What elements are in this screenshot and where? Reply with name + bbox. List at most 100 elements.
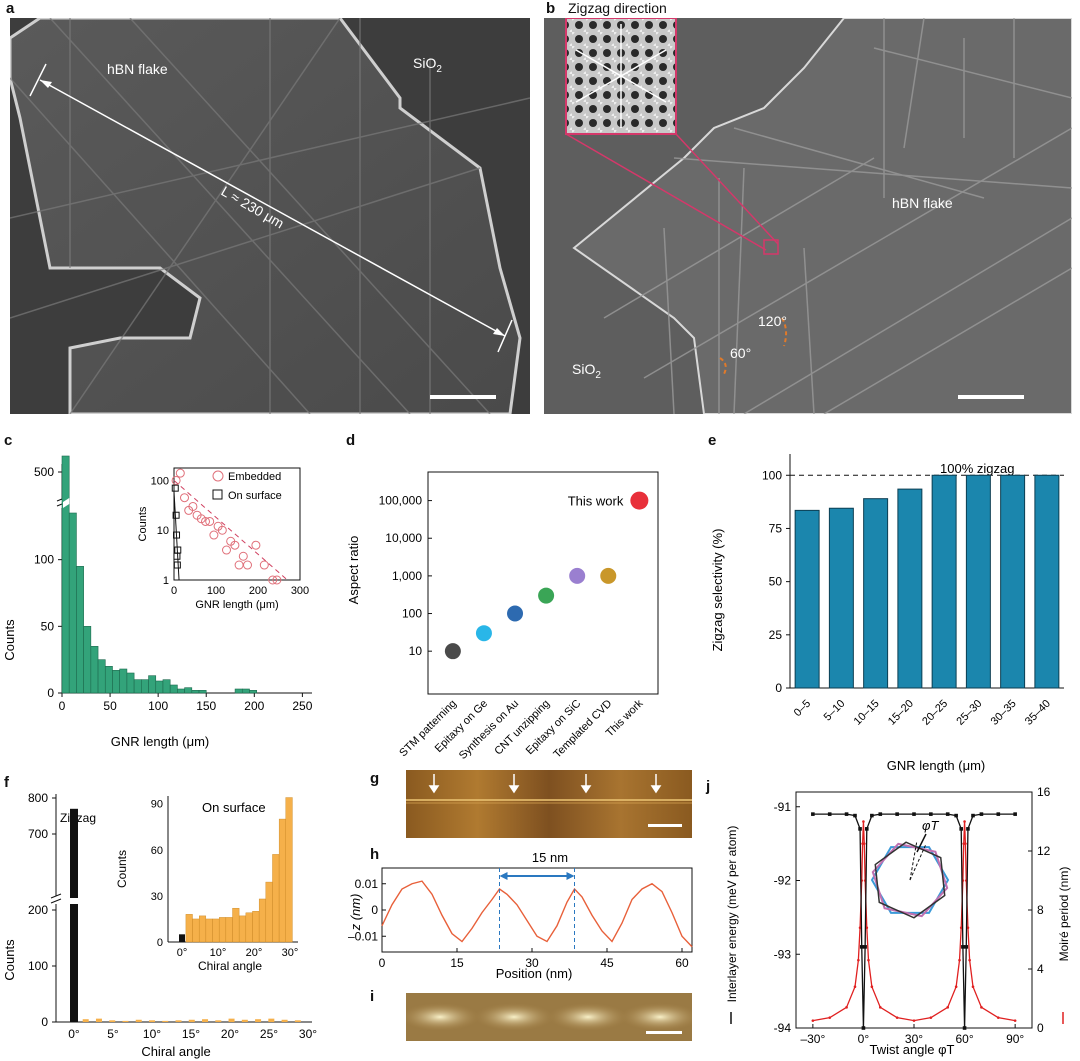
f-inset-bar — [205, 918, 213, 943]
c-bar — [148, 675, 157, 694]
c-bar — [68, 512, 77, 694]
f-bar — [82, 1019, 89, 1022]
c-bar — [61, 455, 70, 694]
j-moire-point — [895, 1016, 899, 1019]
j-energy-point — [979, 812, 984, 816]
d-point — [507, 605, 524, 622]
f-bar-break — [68, 898, 80, 904]
c-legend-surface-marker — [212, 489, 223, 500]
c-inset-surface-point — [171, 484, 179, 492]
j-moire-point — [912, 1019, 916, 1022]
f-inset-bar — [272, 854, 280, 943]
c-bar — [141, 679, 149, 694]
panel-b-sio2-label: SiO — [572, 361, 595, 377]
panel-a-hbn-label: hBN flake — [107, 61, 168, 77]
e-ytick-label: 100 — [762, 468, 782, 482]
e-bar — [794, 509, 820, 689]
f-inset-title: On surface — [202, 800, 266, 815]
d-ytick-label: 1,000 — [392, 569, 422, 583]
c-bar — [249, 690, 258, 694]
f-inset-bar — [265, 881, 273, 943]
chart-h-period-label: 15 nm — [532, 850, 568, 865]
c-bar — [184, 687, 193, 694]
f-bar — [188, 1019, 195, 1022]
panel-e-letter: e — [708, 432, 717, 449]
j-moire-point — [963, 820, 966, 823]
c-ytick-label: 0 — [47, 686, 54, 700]
c-bar — [119, 668, 128, 694]
f-ytick-label: 0 — [41, 1015, 48, 1029]
d-ytick-label: 10,000 — [385, 531, 422, 545]
f-inset-bar — [238, 915, 246, 943]
c-inset-ytick-label: 100 — [151, 475, 169, 487]
j-xtick-label: –30° — [800, 1032, 825, 1046]
panel-a-sio2-label: SiO — [413, 55, 436, 71]
j-energy-point — [844, 812, 849, 816]
f-xtick-label: 10° — [143, 1027, 161, 1041]
f-bar — [109, 1020, 116, 1022]
d-point — [630, 491, 649, 510]
panel-g-afm-image — [406, 770, 692, 838]
d-point — [444, 643, 461, 660]
h-ytick-label: –0.01 — [348, 929, 378, 943]
c-inset-xtick-label: 300 — [291, 585, 309, 597]
j-energy-point — [863, 945, 867, 949]
h-xtick-label: 45 — [600, 956, 614, 970]
f-bar — [175, 1020, 182, 1022]
j-energy-point — [962, 1026, 967, 1030]
j-energy-point — [859, 945, 864, 949]
panel-b-hbn-label: hBN flake — [892, 195, 953, 211]
f-inset-bar — [199, 915, 207, 943]
c-inset-embedded-point — [251, 540, 261, 550]
j-moire-point — [870, 985, 874, 988]
f-bar — [162, 1020, 169, 1022]
f-axis-break — [50, 898, 62, 904]
j-energy-point — [964, 945, 969, 949]
f-inset-bar — [185, 914, 193, 943]
d-this-work-label: This work — [568, 494, 624, 509]
chart-e-ref-label: 100% zigzag — [940, 461, 1014, 476]
chart-f-xlabel: Chiral angle — [141, 1044, 210, 1059]
f-bar — [281, 1019, 288, 1022]
c-bar — [97, 659, 106, 694]
d-point — [538, 587, 555, 604]
j-energy-point — [912, 812, 916, 816]
f-ytick-label: 100 — [28, 959, 48, 973]
f-inset-bar — [285, 797, 293, 943]
chart-f-zigzag-label: Zigzag — [60, 811, 96, 825]
d-ytick-label: 100 — [402, 607, 422, 621]
c-inset-surface-point — [173, 561, 181, 569]
j-moire-point — [966, 926, 970, 929]
c-xtick-label: 100 — [148, 699, 168, 713]
c-bar — [191, 690, 200, 694]
f-inset-ytick-label: 60 — [151, 845, 163, 857]
j-moire-point — [862, 820, 865, 823]
j-moire-point — [929, 1016, 933, 1019]
j-energy-point — [929, 812, 933, 816]
panel-b-sio2-sub: 2 — [595, 370, 601, 381]
j-frame — [795, 791, 1033, 1029]
c-inset-embedded-point — [243, 560, 252, 570]
j-inset-hexagon-pink — [871, 842, 949, 918]
h-xtick-label: 60 — [675, 956, 689, 970]
panel-b-letter: b — [546, 0, 556, 17]
j-moire-point — [946, 1006, 950, 1009]
f-inset-bar — [245, 912, 253, 943]
h-xtick-label: 30 — [525, 956, 539, 970]
e-ytick-label: 0 — [775, 681, 782, 695]
panel-a-sio2-sub: 2 — [436, 64, 442, 75]
chart-d-ylabel: Aspect ratio — [346, 536, 361, 605]
c-inset-embedded-point — [175, 468, 185, 478]
j-moire-point — [958, 958, 961, 962]
c-bar — [241, 688, 250, 694]
c-bar — [104, 666, 113, 694]
f-inset-bar — [225, 917, 233, 943]
chart-j-ylabel-right: Moiré period (nm) — [1057, 867, 1071, 962]
chart-e: Zigzag selectivity (%) GNR length (μm) 1… — [710, 454, 1064, 773]
j-xtick-label: 30° — [905, 1032, 923, 1046]
h-xtick-label: 0 — [379, 956, 386, 970]
j-xtick-label: 0° — [858, 1032, 870, 1046]
j-energy-point — [878, 812, 883, 816]
f-bar — [255, 1019, 262, 1022]
